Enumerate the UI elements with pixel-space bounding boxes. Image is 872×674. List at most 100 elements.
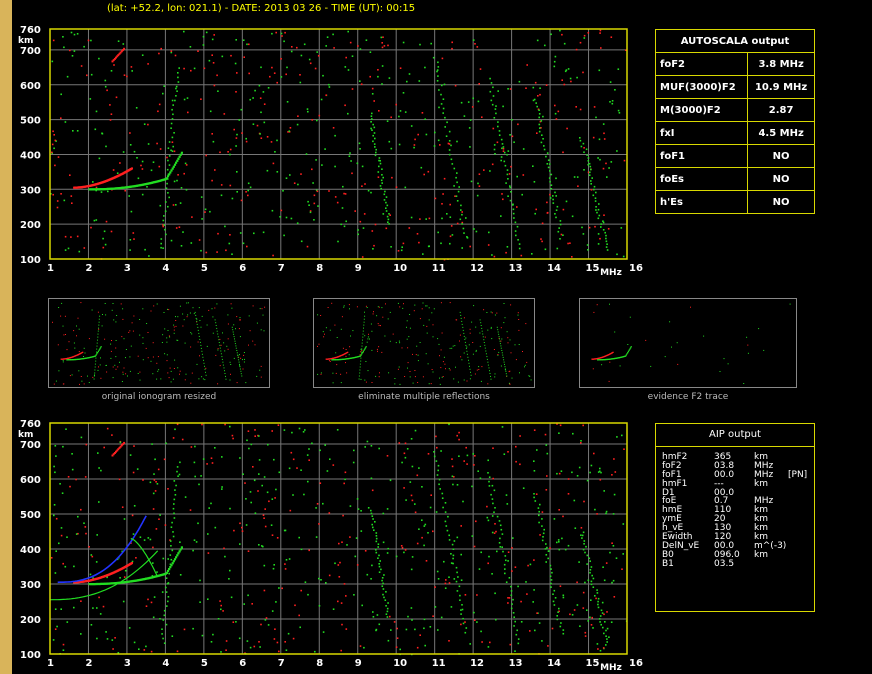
trace-point bbox=[64, 358, 67, 360]
noise-dot bbox=[408, 73, 411, 75]
noise-dot bbox=[70, 195, 73, 197]
noise-dot bbox=[147, 63, 149, 65]
noise-dot bbox=[424, 523, 427, 526]
noise-dot bbox=[491, 573, 493, 575]
noise-dot bbox=[54, 608, 57, 610]
noise-dot bbox=[232, 437, 234, 440]
echo-dot bbox=[382, 582, 384, 585]
echo-dot bbox=[605, 240, 608, 243]
trace-point bbox=[342, 358, 344, 360]
echo-dot bbox=[372, 123, 374, 126]
noise-dot bbox=[559, 29, 561, 32]
echo-dot bbox=[375, 549, 377, 551]
trace-point bbox=[340, 358, 342, 361]
noise-dot bbox=[469, 119, 472, 121]
noise-dot bbox=[156, 571, 158, 573]
noise-dot bbox=[198, 483, 200, 486]
trace-point bbox=[78, 358, 80, 360]
noise-dot bbox=[192, 549, 194, 552]
noise-dot bbox=[167, 330, 169, 331]
echo-dot bbox=[461, 223, 463, 225]
trace-point bbox=[356, 356, 359, 358]
noise-dot bbox=[199, 355, 200, 357]
echo-dot bbox=[604, 231, 606, 234]
echo-dot bbox=[547, 159, 550, 161]
noise-dot bbox=[81, 380, 83, 382]
noise-dot bbox=[364, 335, 366, 337]
noise-dot bbox=[603, 138, 606, 140]
noise-dot bbox=[245, 137, 247, 140]
noise-dot bbox=[76, 335, 77, 337]
noise-dot bbox=[390, 116, 392, 119]
noise-dot bbox=[60, 193, 62, 195]
noise-dot bbox=[430, 383, 432, 385]
noise-dot bbox=[456, 140, 458, 143]
echo-dot bbox=[606, 249, 609, 251]
noise-dot bbox=[192, 627, 194, 630]
noise-dot bbox=[591, 616, 593, 619]
noise-dot bbox=[454, 345, 456, 347]
noise-dot bbox=[226, 345, 228, 347]
trace-point bbox=[91, 188, 95, 191]
echo-dot bbox=[469, 368, 471, 370]
noise-dot bbox=[367, 336, 369, 338]
noise-dot bbox=[139, 536, 142, 538]
noise-dot bbox=[174, 54, 177, 57]
echo-dot bbox=[552, 198, 554, 201]
noise-dot bbox=[206, 345, 208, 347]
noise-dot bbox=[80, 376, 82, 377]
noise-dot bbox=[59, 483, 61, 485]
noise-dot bbox=[318, 114, 321, 117]
noise-dot bbox=[135, 557, 137, 559]
noise-dot bbox=[455, 319, 457, 321]
noise-dot bbox=[153, 479, 156, 481]
noise-dot bbox=[97, 369, 99, 371]
echo-dot bbox=[173, 498, 176, 501]
x-tick-label: 1 bbox=[47, 658, 54, 669]
noise-dot bbox=[399, 110, 402, 112]
echo-dot bbox=[547, 166, 550, 169]
noise-dot bbox=[192, 307, 194, 309]
echo-dot bbox=[500, 528, 503, 531]
noise-dot bbox=[326, 36, 329, 38]
noise-dot bbox=[131, 560, 134, 563]
noise-dot bbox=[66, 621, 69, 623]
trace-point bbox=[119, 445, 122, 448]
noise-dot bbox=[111, 309, 113, 311]
noise-dot bbox=[175, 87, 177, 90]
trace-point bbox=[126, 580, 129, 583]
trace-point bbox=[77, 354, 79, 356]
noise-dot bbox=[69, 485, 71, 488]
noise-dot bbox=[507, 451, 509, 453]
trace-point bbox=[63, 358, 65, 360]
echo-dot bbox=[205, 374, 207, 376]
noise-dot bbox=[231, 307, 233, 309]
noise-dot bbox=[407, 362, 409, 364]
noise-dot bbox=[200, 98, 202, 100]
noise-dot bbox=[111, 340, 112, 341]
noise-dot bbox=[539, 534, 541, 536]
trace-point bbox=[597, 359, 599, 361]
noise-dot bbox=[531, 253, 533, 255]
noise-dot bbox=[320, 372, 322, 374]
noise-dot bbox=[518, 329, 520, 331]
noise-dot bbox=[289, 509, 292, 512]
noise-dot bbox=[541, 511, 544, 513]
echo-dot bbox=[171, 150, 174, 152]
echo-dot bbox=[600, 223, 602, 225]
noise-dot bbox=[275, 488, 277, 491]
noise-dot bbox=[511, 135, 514, 138]
echo-dot bbox=[386, 204, 389, 207]
echo-dot bbox=[461, 608, 464, 611]
noise-dot bbox=[288, 130, 291, 132]
noise-dot bbox=[129, 132, 131, 134]
noise-dot bbox=[371, 230, 374, 232]
trace-point bbox=[130, 562, 133, 565]
noise-dot bbox=[426, 325, 428, 327]
noise-dot bbox=[307, 110, 309, 113]
noise-dot bbox=[416, 345, 418, 347]
echo-dot bbox=[456, 172, 458, 174]
noise-dot bbox=[388, 223, 390, 225]
noise-dot bbox=[146, 186, 148, 188]
noise-dot bbox=[239, 317, 241, 319]
